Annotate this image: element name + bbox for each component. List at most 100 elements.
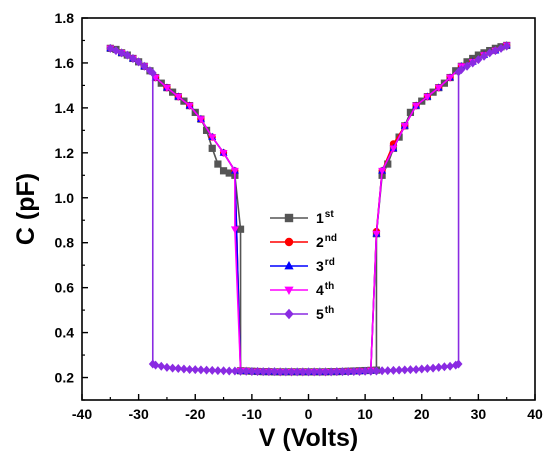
legend-entry: 3rd xyxy=(270,257,335,274)
legend-suffix: th xyxy=(325,305,334,316)
data-point xyxy=(454,359,463,369)
x-tick-label: 40 xyxy=(527,406,543,422)
data-point xyxy=(384,160,392,168)
data-point xyxy=(372,230,381,239)
x-tick-label: 30 xyxy=(471,406,487,422)
data-point xyxy=(140,61,149,71)
legend: 1st 2nd 3rd 4th 5th xyxy=(270,209,337,322)
data-point xyxy=(383,366,392,376)
x-tick-label: 10 xyxy=(357,406,373,422)
data-point xyxy=(230,167,239,176)
legend-entry: 4th xyxy=(270,281,334,298)
data-point xyxy=(463,61,472,71)
data-point xyxy=(298,367,307,377)
data-point xyxy=(225,169,233,177)
data-point xyxy=(162,362,171,372)
data-point xyxy=(264,367,273,377)
data-point xyxy=(412,364,421,374)
data-point xyxy=(446,74,455,82)
x-tick-label: -30 xyxy=(129,406,149,422)
x-axis-title: V (Volts) xyxy=(259,424,359,452)
data-point xyxy=(208,365,217,375)
data-point xyxy=(389,145,398,153)
legend-marker xyxy=(284,237,294,247)
data-point xyxy=(378,167,387,176)
data-point xyxy=(412,102,421,110)
data-point xyxy=(196,116,205,124)
series-layer xyxy=(106,41,511,377)
data-point xyxy=(112,46,120,56)
legend-suffix: st xyxy=(325,209,335,220)
legend-label: 5th xyxy=(316,305,334,322)
y-tick-label: 0.2 xyxy=(55,370,75,386)
data-point xyxy=(129,53,137,63)
ticks-layer: -40 -30 -20 -10 0 10 20 30 40 0.2 0.4 0.6 0.8 1.0 1.2 1… xyxy=(55,10,543,422)
y-tick-label: 0.4 xyxy=(55,325,75,341)
data-point xyxy=(378,366,387,376)
legend-suffix: nd xyxy=(325,233,337,244)
data-point xyxy=(230,226,239,234)
legend-marker xyxy=(284,260,294,270)
legend-label: 2nd xyxy=(316,233,337,250)
data-point xyxy=(395,365,404,375)
data-point xyxy=(338,367,347,377)
data-point xyxy=(355,366,364,376)
data-point xyxy=(259,367,268,377)
data-point xyxy=(219,149,228,158)
series-2nd xyxy=(106,41,511,376)
data-point xyxy=(321,367,330,377)
data-point xyxy=(349,366,358,376)
data-point xyxy=(162,84,171,92)
data-point xyxy=(236,225,245,233)
legend-entry: 5th xyxy=(270,305,334,322)
y-tick-label: 1.0 xyxy=(55,190,75,206)
data-point xyxy=(214,160,222,168)
data-point xyxy=(123,50,132,60)
data-point xyxy=(480,51,488,61)
data-point xyxy=(236,366,245,376)
legend-marker xyxy=(284,308,294,320)
series-5th xyxy=(106,41,511,377)
y-tick-label: 1.6 xyxy=(55,55,75,71)
data-point xyxy=(134,57,143,67)
data-point xyxy=(457,65,466,75)
y-tick-label: 0.8 xyxy=(55,235,75,251)
data-point xyxy=(179,364,188,374)
legend-label: 1st xyxy=(316,209,334,226)
data-point xyxy=(230,366,239,376)
legend-marker xyxy=(284,213,294,223)
data-point xyxy=(361,366,370,376)
data-point xyxy=(208,144,216,152)
data-point xyxy=(157,361,166,371)
x-tick-label: -40 xyxy=(72,406,92,422)
legend-suffix: th xyxy=(325,281,334,292)
data-point xyxy=(148,68,157,78)
data-point xyxy=(281,367,290,377)
data-point xyxy=(310,367,319,377)
data-point xyxy=(434,84,443,92)
x-tick-label: -20 xyxy=(185,406,205,422)
legend-suffix: rd xyxy=(325,257,335,268)
data-point xyxy=(213,366,222,376)
data-point xyxy=(219,366,228,376)
data-point xyxy=(423,93,432,101)
data-point xyxy=(344,367,353,377)
data-point xyxy=(185,364,194,374)
x-tick-label: 20 xyxy=(414,406,430,422)
data-point xyxy=(315,367,324,377)
legend-label: 4th xyxy=(316,281,334,298)
data-point xyxy=(196,365,205,375)
data-point xyxy=(219,167,228,175)
data-point xyxy=(389,365,398,375)
data-point xyxy=(225,366,234,376)
series-1st xyxy=(106,41,511,376)
data-point xyxy=(440,362,449,372)
data-point xyxy=(474,55,483,65)
legend-entry: 1st xyxy=(270,209,334,226)
data-point xyxy=(406,108,415,116)
data-point xyxy=(202,126,211,134)
data-point xyxy=(468,58,477,68)
data-point xyxy=(293,367,302,377)
data-point xyxy=(287,367,296,377)
